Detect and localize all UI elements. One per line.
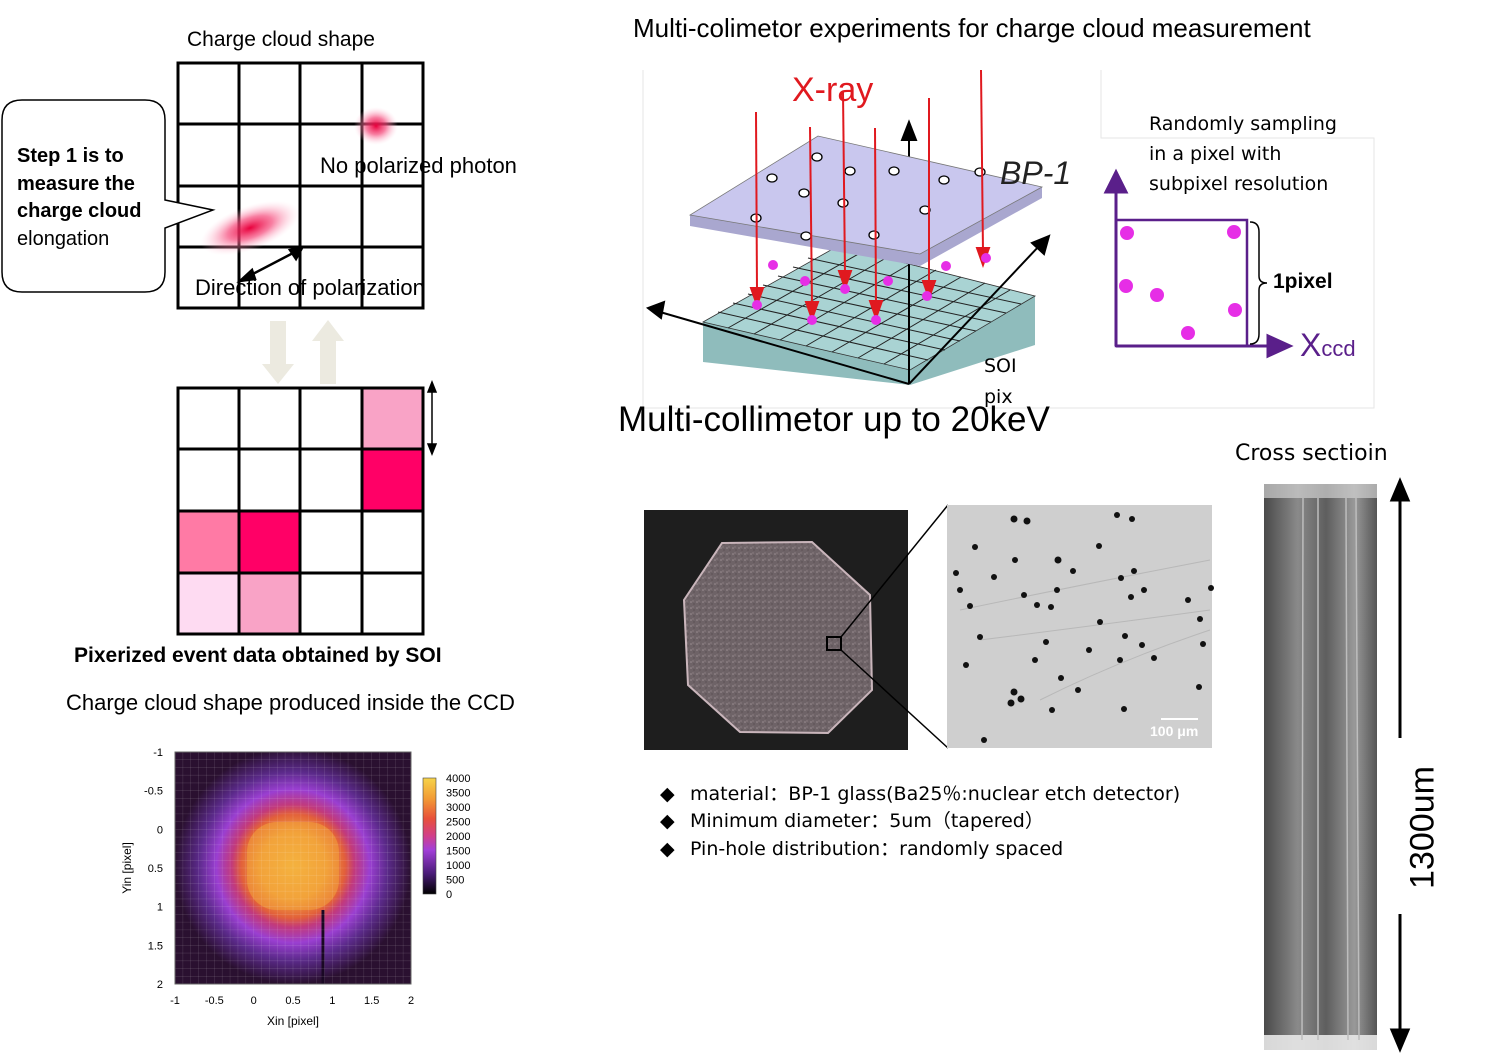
pixel-box bbox=[1114, 218, 1249, 348]
cross-section-height-label: 1300um bbox=[1403, 766, 1442, 889]
colorbar-tick-label: 3500 bbox=[446, 788, 470, 800]
heatmap-y-tick-label: 1 bbox=[157, 902, 163, 914]
main-title: Multi-colimetor experiments for charge c… bbox=[633, 13, 1311, 43]
colorbar-tick-label: 0 bbox=[446, 889, 452, 901]
heatmap-x-tick-label: -1 bbox=[170, 995, 180, 1007]
xccd-sub: ccd bbox=[1321, 336, 1356, 361]
callout-bold-line-1: Step 1 is to bbox=[17, 145, 124, 167]
heatmap-y-tick-label: 0.5 bbox=[148, 863, 163, 875]
pixelized-event-label: Pixerized event data obtained by SOI bbox=[74, 644, 442, 667]
sampling-line-3: subpixel resolution bbox=[1149, 173, 1329, 195]
heatmap-y-tick-label: -0.5 bbox=[144, 786, 163, 798]
bullet-text: Pin-hole distribution：randomly spaced bbox=[690, 838, 1064, 860]
heatmap-x-tick-label: 2 bbox=[408, 995, 414, 1007]
bullet-text: Minimum diameter：5um（tapered） bbox=[690, 810, 1044, 832]
xray-hits bbox=[752, 253, 991, 325]
heatmap-y-tick-label: 2 bbox=[157, 979, 163, 991]
microscope-pinholes bbox=[953, 512, 1214, 743]
round-charge-cloud bbox=[354, 107, 398, 145]
ccd-charge-cloud-title: Charge cloud shape produced inside the C… bbox=[66, 690, 515, 715]
xccd-main: X bbox=[1300, 327, 1322, 363]
pixel-light-pink bbox=[362, 388, 423, 449]
heatmap-ticks: -1 -0.5 0 0.5 1 1.5 2 -1 -0.5 0 0.5 1 1.5 2 4000 3500 30… bbox=[144, 747, 470, 1007]
soi-pixel-grid bbox=[717, 251, 1022, 365]
callout-bold-line-2: measure the bbox=[17, 173, 135, 195]
subpixel-diagram bbox=[1103, 168, 1294, 359]
sampling-line-2: in a pixel with bbox=[1149, 143, 1282, 165]
callout-bubble bbox=[1, 99, 216, 293]
heatmap-y-tick-label: 1.5 bbox=[148, 940, 163, 952]
soi-slab-side bbox=[703, 296, 1035, 385]
scale-bar-label: 100 μm bbox=[1150, 723, 1199, 739]
heatmap-colorbar bbox=[422, 777, 437, 895]
cross-section-photo bbox=[1264, 484, 1377, 1050]
bp1-plate-top bbox=[688, 135, 1044, 255]
xccd-label: Xccd bbox=[1300, 327, 1356, 364]
elongated-charge-cloud bbox=[200, 200, 300, 256]
zoom-box bbox=[826, 636, 842, 651]
heatmap-core bbox=[247, 822, 339, 910]
bullet-diamond-icon: ◆ bbox=[660, 783, 675, 805]
colorbar-tick-label: 500 bbox=[446, 875, 464, 887]
one-pixel-label: 1pixel bbox=[1273, 270, 1333, 293]
pixel-pale-pink bbox=[178, 573, 239, 634]
charge-cloud-shape-title: Charge cloud shape bbox=[187, 28, 375, 51]
bp1-label: BP-1 bbox=[1000, 155, 1072, 191]
colorbar-tick-label: 1000 bbox=[446, 860, 470, 872]
bullet-item: ◆ material：BP-1 glass(Ba25％:nuclear etch … bbox=[660, 779, 1180, 806]
polarization-arrow bbox=[236, 246, 305, 283]
subpixel-samples bbox=[1119, 225, 1242, 340]
bp1-plate-side bbox=[690, 187, 1042, 266]
heatmap-y-tick-label: 0 bbox=[157, 824, 163, 836]
heatmap-x-tick-label: -0.5 bbox=[205, 995, 224, 1007]
cross-section-title: Cross sectioin bbox=[1235, 441, 1388, 466]
wafer bbox=[682, 540, 874, 735]
colorbar-tick-label: 1500 bbox=[446, 846, 470, 858]
soi-label-line-2: pix bbox=[984, 386, 1013, 408]
heatmap-y-tick-label: -1 bbox=[153, 747, 163, 759]
callout-normal-line: elongation bbox=[17, 228, 110, 250]
heatmap-x-tick-label: 1.5 bbox=[364, 995, 379, 1007]
colorbar-tick-label: 2000 bbox=[446, 831, 470, 843]
heatmap-ylabel: Yin [pixel] bbox=[120, 842, 134, 894]
pixel-strong-pink bbox=[362, 449, 423, 511]
cross-section-channels bbox=[1301, 497, 1360, 1041]
bullet-item: ◆ Pin-hole distribution：randomly spaced bbox=[660, 834, 1063, 861]
sampling-line-1: Randomly sampling bbox=[1149, 113, 1337, 135]
bullet-diamond-icon: ◆ bbox=[660, 810, 675, 832]
pixel-size-arrow bbox=[426, 379, 438, 457]
pixel-mid-pink bbox=[178, 511, 239, 573]
bp1-pinholes bbox=[750, 152, 986, 241]
colorbar-tick-label: 4000 bbox=[446, 773, 470, 785]
bullet-text: material：BP-1 glass(Ba25％:nuclear etch d… bbox=[690, 783, 1181, 805]
microscope-scratches bbox=[959, 559, 1211, 701]
multi-collimator-title: Multi-collimetor up to 20keV bbox=[618, 400, 1050, 439]
colorbar-tick-label: 2500 bbox=[446, 817, 470, 829]
cross-section-height-arrow bbox=[1389, 477, 1411, 1053]
colorbar-tick-label: 3000 bbox=[446, 802, 470, 814]
xray-arrows bbox=[749, 69, 991, 323]
soi-label-line-1: SOI bbox=[984, 355, 1017, 377]
conversion-arrows bbox=[262, 320, 344, 384]
no-polarized-photon-label: No polarized photon bbox=[320, 153, 517, 178]
microscope-photo bbox=[947, 505, 1212, 748]
heatmap-x-tick-label: 1 bbox=[329, 995, 335, 1007]
bullet-diamond-icon: ◆ bbox=[660, 838, 675, 860]
pixel-strong-pink-2 bbox=[239, 511, 300, 573]
pixel-light-pink-2 bbox=[239, 573, 300, 634]
heatmap-x-tick-label: 0.5 bbox=[285, 995, 300, 1007]
heatmap-x-tick-label: 0 bbox=[251, 995, 257, 1007]
direction-of-polarization-label: Direction of polarization bbox=[195, 275, 425, 300]
xray-label: X-ray bbox=[792, 71, 874, 109]
bullet-item: ◆ Minimum diameter：5um（tapered） bbox=[660, 806, 1044, 833]
pixel-brace bbox=[1249, 221, 1268, 345]
callout-bold-line-3: charge cloud bbox=[17, 200, 142, 222]
heatmap-xlabel: Xin [pixel] bbox=[267, 1014, 319, 1028]
